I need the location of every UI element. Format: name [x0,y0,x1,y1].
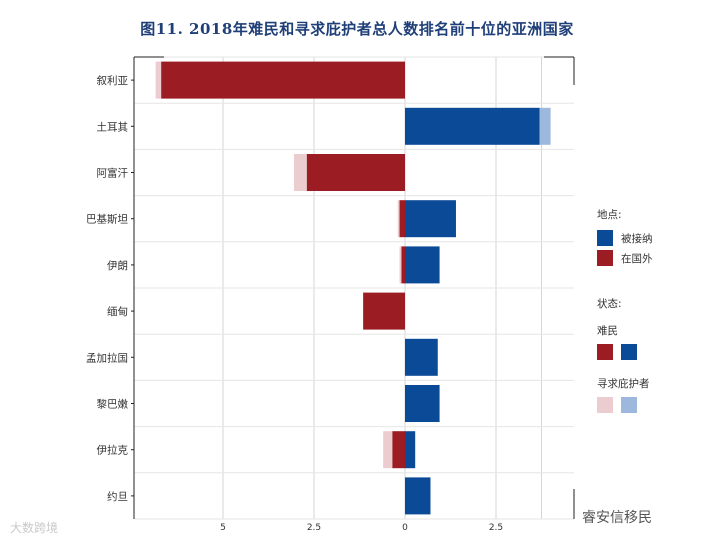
y-tick-label: 叙利亚 [97,74,129,87]
bar-abroad [399,200,405,238]
bar-abroad [155,61,162,99]
legend-swatch-hosted [597,230,613,246]
bar-abroad [363,292,405,330]
legend-status-refugee: 难民 [597,325,618,337]
bar-abroad [161,61,405,99]
bar-abroad [397,200,400,238]
legend-asylum-swatches [597,397,650,413]
x-tick-label: 2.5 [489,523,503,533]
legend-swatch-asylum-abroad [597,397,613,413]
bar-abroad [399,246,402,284]
legend-status: 状态: 难民 寻求庇护者 [597,296,650,417]
bar-layer [155,61,551,515]
legend-status-asylum: 寻求庇护者 [597,378,650,390]
bar-abroad [392,431,405,469]
grid-layer [133,56,574,520]
x-tick-label: 5 [220,523,226,533]
bar-abroad [306,154,405,191]
legend-refugee-swatches [597,344,650,360]
legend-location: 地点: 被接纳 在国外 [597,207,653,270]
legend-swatch-refugee-abroad [597,344,613,360]
legend-swatch-refugee-hosted [621,344,637,360]
bar-hosted [405,246,440,284]
y-tick-label: 伊拉克 [97,444,129,457]
y-tick-label: 巴基斯坦 [86,213,128,226]
bar-abroad [401,246,405,284]
legend-label-hosted: 被接纳 [621,232,653,245]
legend-swatch-abroad [597,250,613,266]
y-tick-label: 土耳其 [97,120,129,133]
legend-status-title: 状态: [597,298,622,310]
bar-hosted [405,477,431,515]
x-tick-label: 2.5 [307,523,321,533]
watermark-right: 睿安信移民 [576,504,658,530]
bar-hosted [405,431,416,469]
legend-swatch-asylum-hosted [621,397,637,413]
frame-layer [131,56,575,519]
y-tick-label: 约旦 [107,490,128,503]
y-tick-label: 阿富汗 [97,167,129,180]
x-tick-label: 0 [402,523,408,533]
legend-item-hosted: 被接纳 [597,230,653,246]
y-tick-label: 缅甸 [107,305,128,318]
legend-label-abroad: 在国外 [621,252,653,265]
bar-hosted [405,200,456,238]
y-tick-label: 黎巴嫩 [97,398,129,411]
legend-location-title: 地点: [597,209,622,221]
bar-hosted [539,107,551,145]
legend-item-abroad: 在国外 [597,250,653,266]
bar-abroad [293,154,307,191]
bar-hosted [405,338,438,376]
bar-hosted [405,107,540,145]
bar-hosted [405,385,440,422]
bar-abroad [383,431,393,469]
y-tick-label: 伊朗 [107,260,128,272]
y-tick-label: 孟加拉国 [86,351,128,364]
chart-title: 图11. 2018年难民和寻求庇护者总人数排名前十位的亚洲国家 [140,20,574,38]
watermark-left: 大数跨境 [10,521,59,535]
